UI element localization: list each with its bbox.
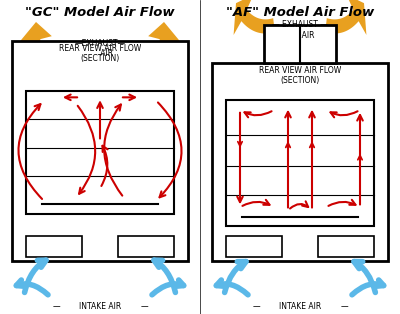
Text: INTAKE AIR: INTAKE AIR bbox=[279, 302, 321, 311]
Bar bbox=[26, 91, 174, 214]
Text: —: — bbox=[52, 302, 60, 311]
Text: REAR VIEW AIR FLOW
(SECTION): REAR VIEW AIR FLOW (SECTION) bbox=[259, 66, 341, 85]
Polygon shape bbox=[234, 0, 275, 35]
Text: REAR VIEW AIR FLOW
(SECTION): REAR VIEW AIR FLOW (SECTION) bbox=[59, 44, 141, 63]
Text: —: — bbox=[252, 302, 260, 311]
Bar bbox=[212, 63, 388, 261]
Bar bbox=[318, 236, 374, 257]
Text: "GC" Model Air Flow: "GC" Model Air Flow bbox=[25, 6, 175, 19]
Bar bbox=[226, 236, 282, 257]
Text: INTAKE AIR: INTAKE AIR bbox=[79, 302, 121, 311]
Bar bbox=[264, 25, 336, 63]
Bar bbox=[118, 236, 174, 257]
Text: — EXHAUST —
       AIR: — EXHAUST — AIR bbox=[272, 20, 328, 40]
Bar bbox=[26, 236, 82, 257]
Text: "AF" Model Air Flow: "AF" Model Air Flow bbox=[226, 6, 374, 19]
Polygon shape bbox=[144, 22, 180, 85]
Bar bbox=[12, 41, 188, 261]
Text: —: — bbox=[340, 302, 348, 311]
Text: —: — bbox=[140, 302, 148, 311]
Bar bbox=[226, 100, 374, 226]
Polygon shape bbox=[20, 22, 56, 85]
Text: —EXHAUST—
      AIR: —EXHAUST— AIR bbox=[74, 39, 126, 58]
Polygon shape bbox=[325, 0, 366, 35]
